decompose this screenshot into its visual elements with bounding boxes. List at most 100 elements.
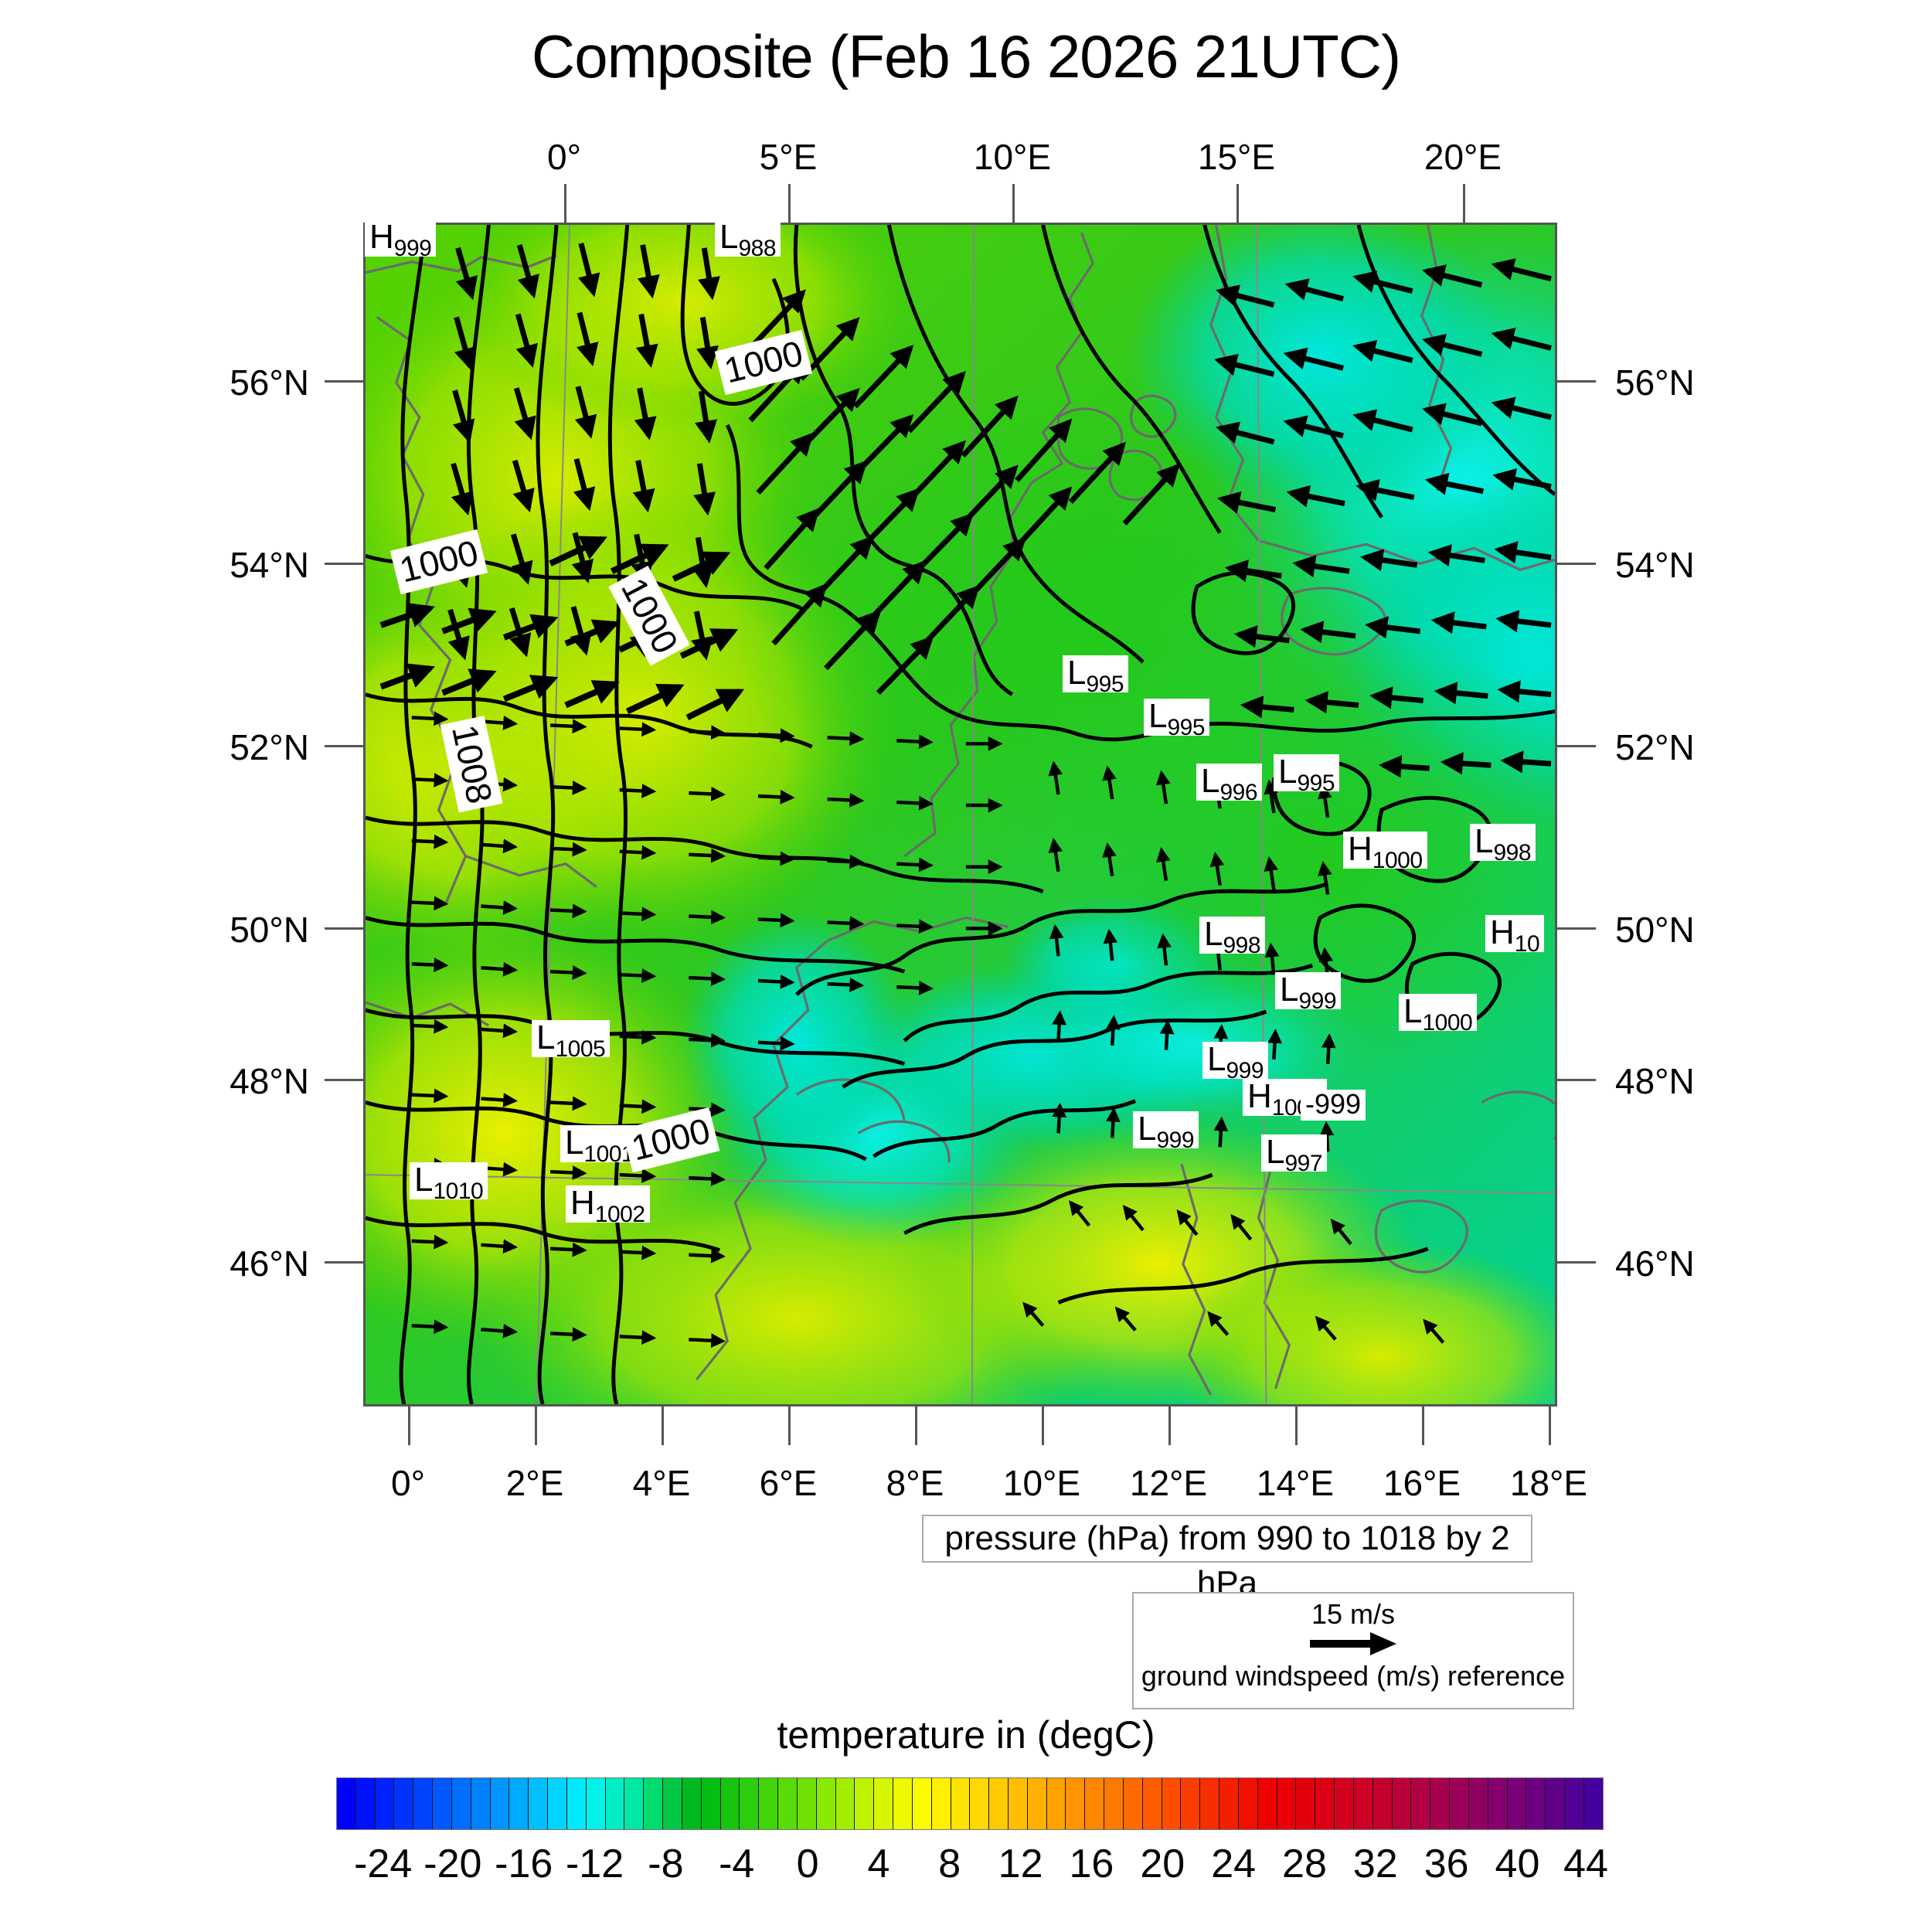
colorbar-swatch: [797, 1778, 817, 1829]
map-panel: H999 L988 L995 L995 L996 L995 H1000 L998…: [363, 219, 1557, 1406]
colorbar-swatch: [1027, 1778, 1047, 1829]
colorbar-swatch: [1257, 1778, 1277, 1829]
colorbar-tick: 24: [1211, 1842, 1257, 1886]
colorbar-swatch: [720, 1778, 740, 1829]
axis-tick: [408, 1406, 410, 1445]
pressure-label: L1010: [410, 1162, 488, 1203]
colorbar-tick: -20: [423, 1842, 482, 1886]
pressure-label: L997: [1261, 1134, 1328, 1175]
colorbar-swatch: [1219, 1778, 1239, 1829]
colorbar-swatch: [1430, 1778, 1451, 1829]
wind-reference-value: 15 m/s: [1311, 1598, 1396, 1630]
colorbar-swatch: [1468, 1778, 1488, 1829]
right-axis-tick-label: 52°N: [1615, 727, 1695, 767]
axis-tick: [662, 1406, 664, 1445]
colorbar-swatch: [1546, 1778, 1565, 1829]
colorbar-swatch: [566, 1778, 587, 1829]
temperature-colorbar: [336, 1777, 1604, 1830]
colorbar-swatch: [586, 1778, 606, 1829]
colorbar-swatch: [1181, 1778, 1201, 1829]
colorbar-swatch: [816, 1778, 836, 1829]
colorbar-tick-labels: -24 -20 -16 -12 -8 -4 0 4 8 12 16 20 24 …: [336, 1841, 1608, 1895]
colorbar-tick: 12: [998, 1842, 1043, 1886]
pressure-label: L998: [1199, 917, 1266, 957]
colorbar-swatch: [644, 1778, 664, 1829]
colorbar-swatch: [1008, 1778, 1028, 1829]
colorbar-swatch: [835, 1778, 855, 1829]
axis-tick: [788, 184, 791, 223]
axis-tick: [325, 1261, 363, 1264]
axis-tick: [1557, 745, 1596, 747]
colorbar-tick: 0: [796, 1842, 819, 1886]
pressure-legend: pressure (hPa) from 990 to 1018 by 2 hPa: [922, 1515, 1532, 1602]
top-axis-tick-label: 10°E: [973, 137, 1052, 177]
left-axis-tick-label: 52°N: [230, 727, 309, 767]
axis-tick: [1557, 380, 1596, 383]
top-axis-tick-label: 15°E: [1197, 137, 1276, 177]
colorbar-tick: 20: [1140, 1842, 1185, 1886]
axis-tick: [325, 927, 363, 930]
colorbar-swatch: [1583, 1778, 1603, 1829]
bottom-axis-tick-label: 6°E: [759, 1463, 818, 1503]
pressure-label: H1002: [566, 1185, 650, 1226]
left-axis-tick-label: 48°N: [230, 1061, 309, 1101]
bottom-axis-tick-label: 2°E: [505, 1463, 564, 1503]
colorbar-swatch: [1372, 1778, 1393, 1829]
axis-tick: [1295, 1406, 1298, 1445]
colorbar-tick: 28: [1282, 1842, 1327, 1886]
colorbar-swatch: [1315, 1778, 1335, 1829]
colorbar-swatch: [1142, 1778, 1162, 1829]
left-axis-tick-label: 46°N: [230, 1243, 309, 1284]
axis-tick: [1168, 1406, 1171, 1445]
pressure-label: L1005: [532, 1020, 611, 1061]
colorbar-swatch: [1104, 1778, 1124, 1829]
wind-reference-legend: 15 m/s ground windspeed (m/s) reference: [1132, 1592, 1574, 1709]
colorbar-swatch: [490, 1778, 510, 1829]
map-frame: [363, 223, 1557, 1406]
wind-vector-layer: [379, 243, 1552, 1349]
colorbar-tick: 16: [1069, 1842, 1114, 1886]
colorbar-tick: -4: [719, 1842, 755, 1886]
left-axis-tick-label: 56°N: [230, 362, 309, 403]
colorbar-swatch: [1392, 1778, 1412, 1829]
left-axis-tick-label: 54°N: [230, 545, 309, 585]
colorbar-tick: -8: [648, 1842, 684, 1886]
colorbar-swatch: [529, 1778, 549, 1829]
axis-tick: [325, 563, 363, 565]
colorbar-tick: 8: [938, 1842, 961, 1886]
wind-arrow-icon: [1310, 1632, 1396, 1655]
colorbar-tick: 44: [1563, 1842, 1608, 1886]
colorbar-swatch: [912, 1778, 932, 1829]
axis-tick: [1236, 184, 1239, 223]
colorbar-swatch: [509, 1778, 529, 1829]
right-axis-tick-label: 46°N: [1615, 1243, 1695, 1284]
colorbar-swatch: [1085, 1778, 1105, 1829]
bottom-axis-tick-label: 8°E: [886, 1463, 944, 1503]
colorbar-swatch: [893, 1778, 913, 1829]
colorbar-swatch: [1450, 1778, 1469, 1829]
pressure-label: H999: [365, 219, 437, 260]
bottom-axis-tick-label: 10°E: [1002, 1463, 1081, 1503]
bottom-axis-tick-label: 14°E: [1256, 1463, 1335, 1503]
axis-tick: [788, 1406, 791, 1445]
pressure-legend-text: pressure (hPa) from 990 to 1018 by 2 hPa: [944, 1519, 1510, 1602]
axis-tick: [1422, 1406, 1424, 1445]
pressure-label: L999: [1275, 972, 1342, 1013]
colorbar-swatch: [1507, 1778, 1527, 1829]
colorbar-swatch: [701, 1778, 721, 1829]
right-axis-tick-label: 48°N: [1615, 1061, 1695, 1101]
pressure-label: H1000: [1343, 832, 1427, 872]
colorbar-tick: 4: [867, 1842, 890, 1886]
right-axis-tick-label: 56°N: [1615, 362, 1695, 403]
left-axis-tick-label: 50°N: [230, 910, 309, 950]
colorbar-swatch: [1238, 1778, 1258, 1829]
pressure-label: L998: [1470, 824, 1536, 865]
colorbar-swatch: [663, 1778, 682, 1829]
colorbar-swatch: [989, 1778, 1009, 1829]
axis-tick: [564, 184, 566, 223]
page-title: Composite (Feb 16 2026 21UTC): [531, 22, 1401, 90]
pressure-label: L999: [1202, 1042, 1269, 1083]
axis-tick: [535, 1406, 537, 1445]
colorbar-swatch: [1565, 1778, 1584, 1829]
colorbar-tick: -16: [495, 1842, 553, 1886]
